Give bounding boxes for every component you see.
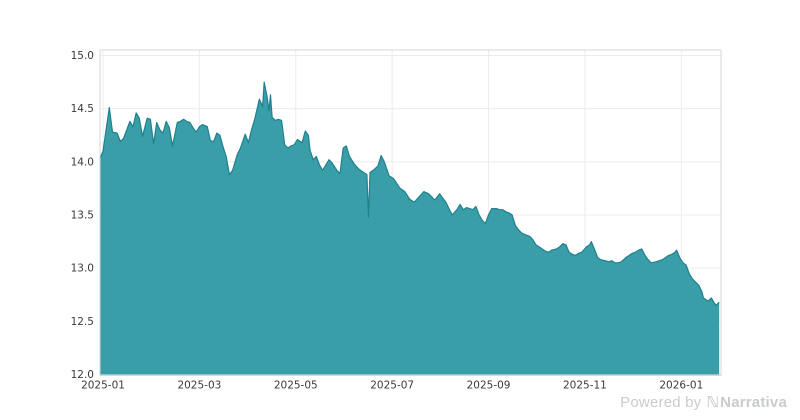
y-tick-label: 14.0 xyxy=(71,156,94,168)
x-tick-label: 2025-11 xyxy=(563,380,607,392)
powered-by-text: Powered by xyxy=(620,394,702,411)
narrativa-brand-text: Narrativa xyxy=(720,394,787,411)
area-series-fill xyxy=(99,82,720,375)
x-tick-label: 2025-07 xyxy=(370,380,414,392)
x-tick-label: 2025-05 xyxy=(274,380,318,392)
y-tick-label: 15.0 xyxy=(71,50,94,62)
x-tick-label: 2025-01 xyxy=(81,380,125,392)
x-tick-label: 2026-01 xyxy=(659,380,703,392)
x-tick-label: 2025-03 xyxy=(177,380,221,392)
y-tick-label: 12.5 xyxy=(71,316,94,328)
plot-frame xyxy=(99,49,722,376)
y-tick-label: 12.0 xyxy=(71,369,94,381)
y-tick-label: 13.0 xyxy=(71,263,94,275)
y-tick-label: 14.5 xyxy=(71,103,94,115)
y-tick-label: 13.5 xyxy=(71,210,94,222)
area-series-line xyxy=(99,81,720,306)
watermark-link[interactable]: Powered by ℕNarrativa xyxy=(620,393,787,411)
narrativa-logo-icon: ℕ xyxy=(706,393,720,411)
x-tick-label: 2025-09 xyxy=(467,380,511,392)
